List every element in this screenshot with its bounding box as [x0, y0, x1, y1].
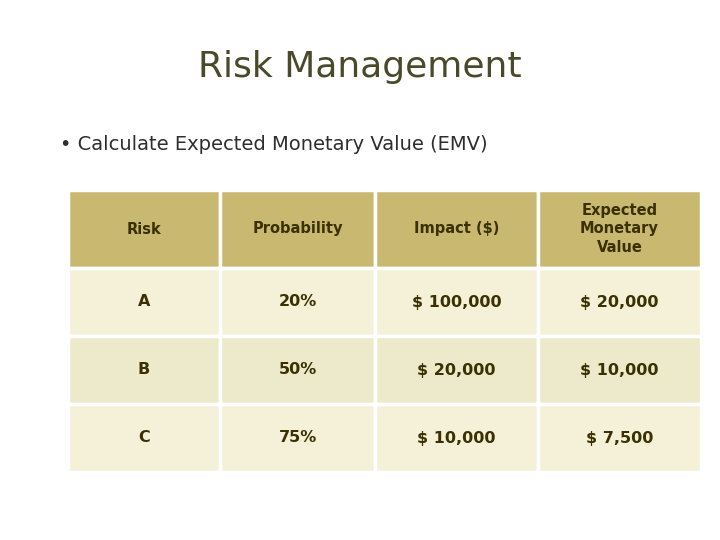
Bar: [538, 268, 701, 336]
Bar: [538, 404, 701, 472]
Text: Risk: Risk: [127, 221, 161, 237]
Text: 20%: 20%: [279, 294, 317, 309]
Bar: [68, 404, 220, 472]
Bar: [220, 268, 375, 336]
Text: $ 100,000: $ 100,000: [412, 294, 501, 309]
Bar: [68, 268, 220, 336]
Bar: [375, 190, 538, 268]
Text: • Calculate Expected Monetary Value (EMV): • Calculate Expected Monetary Value (EMV…: [60, 135, 487, 154]
Text: Expected
Monetary
Value: Expected Monetary Value: [580, 203, 659, 255]
Text: Impact ($): Impact ($): [414, 221, 499, 237]
Text: A: A: [138, 294, 150, 309]
Bar: [375, 268, 538, 336]
Text: $ 10,000: $ 10,000: [418, 430, 496, 445]
Text: 50%: 50%: [279, 362, 317, 377]
Bar: [538, 190, 701, 268]
Text: $ 10,000: $ 10,000: [580, 362, 659, 377]
Bar: [375, 404, 538, 472]
Text: Probability: Probability: [252, 221, 343, 237]
Bar: [538, 336, 701, 404]
Bar: [375, 336, 538, 404]
Text: $ 20,000: $ 20,000: [418, 362, 496, 377]
Bar: [220, 404, 375, 472]
Text: $ 7,500: $ 7,500: [586, 430, 653, 445]
Bar: [68, 336, 220, 404]
Bar: [68, 190, 220, 268]
Text: C: C: [138, 430, 150, 445]
Text: $ 20,000: $ 20,000: [580, 294, 659, 309]
Text: Risk Management: Risk Management: [198, 50, 522, 84]
Text: B: B: [138, 362, 150, 377]
Bar: [220, 190, 375, 268]
Bar: [220, 336, 375, 404]
Text: 75%: 75%: [279, 430, 317, 445]
